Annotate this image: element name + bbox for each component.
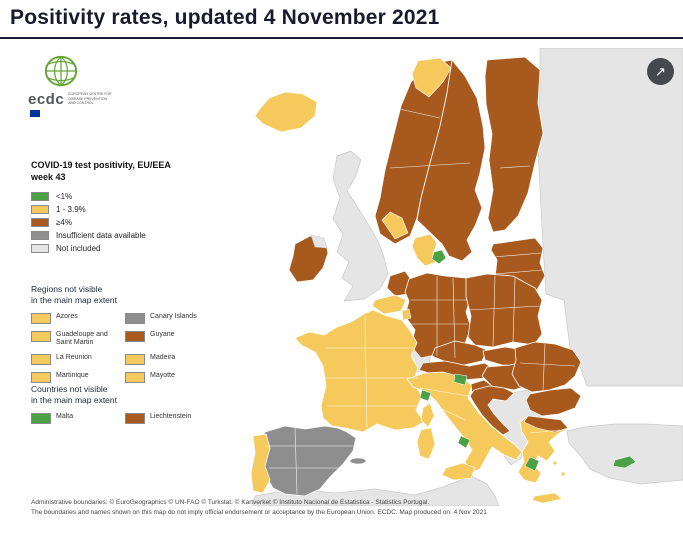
regions-section: Regions not visible in the main map exte…	[31, 284, 226, 384]
region-item-madeira: Madeira	[125, 354, 225, 366]
country-luxembourg	[401, 308, 412, 321]
country-sweden	[416, 59, 486, 262]
swatch-la-reunion	[31, 354, 51, 366]
country-denmark	[411, 233, 438, 267]
island-sardinia	[416, 427, 436, 460]
area-eastern-europe	[537, 48, 683, 387]
legend-item-mid: 1 - 3.9%	[31, 203, 201, 216]
legend-label-high: ≥4%	[56, 218, 72, 228]
legend-item-low: <1%	[31, 190, 201, 203]
country-cyprus	[612, 455, 637, 469]
region-italy-south	[457, 435, 471, 449]
swatch-liechtenstein	[125, 413, 145, 425]
country-spain	[258, 425, 357, 497]
island-aegean-2	[560, 471, 566, 477]
country-finland	[484, 56, 544, 233]
expand-map-button[interactable]: ↗	[647, 58, 674, 85]
region-italy-central	[419, 389, 432, 402]
ecdc-wordmark: ecdc	[28, 91, 65, 108]
area-northern-ireland	[310, 234, 328, 249]
attribution-line-1: Administrative boundaries: © EuroGeograp…	[31, 499, 430, 506]
swatch-guyane	[125, 331, 145, 343]
swatch-mayotte	[125, 372, 145, 384]
europe-map[interactable]	[225, 48, 683, 506]
country-item-malta: Malta	[31, 413, 123, 425]
swatch-martinique	[31, 372, 51, 384]
region-item-canary-islands: Canary Islands	[125, 313, 225, 325]
area-balearic-islands	[349, 457, 367, 465]
regions-section-title: Regions not visible in the main map exte…	[31, 284, 117, 306]
legend-swatch-insufficient	[31, 231, 49, 241]
legend-title: COVID-19 test positivity, EU/EEA week 43	[31, 160, 171, 182]
swatch-guadeloupe	[31, 331, 51, 343]
title-underline	[0, 37, 683, 39]
region-item-guyane: Guyane	[125, 331, 225, 347]
country-iceland	[254, 91, 318, 133]
countries-section: Countries not visible in the main map ex…	[31, 384, 226, 425]
ecdc-globe-icon	[44, 55, 78, 87]
country-portugal	[250, 433, 271, 494]
legend-item-not-included: Not included	[31, 242, 201, 255]
island-crete	[531, 492, 563, 504]
region-italy-northeast	[453, 373, 468, 386]
ecdc-logo-subtext: European Centre for Disease Prevention a…	[68, 92, 112, 106]
map-legend: COVID-19 test positivity, EU/EEA week 43…	[31, 160, 201, 255]
country-united-kingdom	[332, 150, 389, 302]
country-belgium	[371, 294, 407, 315]
legend-item-high: ≥4%	[31, 216, 201, 229]
ecdc-logo: ecdc European Centre for Disease Prevent…	[28, 54, 124, 117]
country-romania	[511, 341, 582, 393]
map-attribution: Administrative boundaries: © EuroGeograp…	[31, 498, 651, 518]
region-norway-south	[381, 211, 409, 240]
region-greece-north	[523, 415, 569, 433]
region-item-martinique: Martinique	[31, 372, 123, 384]
legend-swatch-low	[31, 192, 49, 202]
legend-label-low: <1%	[56, 192, 73, 202]
country-france	[294, 309, 425, 433]
eu-flag-icon	[30, 110, 40, 117]
swatch-madeira	[125, 354, 145, 366]
island-aegean-1	[552, 460, 558, 466]
legend-label-insufficient: Insufficient data available	[56, 231, 146, 241]
region-item-mayotte: Mayotte	[125, 372, 225, 384]
swatch-azores	[31, 313, 51, 325]
island-sicily	[441, 462, 476, 481]
area-turkey	[566, 423, 683, 485]
country-bulgaria	[525, 387, 582, 417]
region-item-la-reunion: La Reunion	[31, 354, 123, 366]
country-croatia	[469, 385, 515, 436]
legend-swatch-mid	[31, 205, 49, 215]
countries-section-title: Countries not visible in the main map ex…	[31, 384, 117, 406]
region-denmark-zealand	[431, 249, 447, 265]
swatch-canary-islands	[125, 313, 145, 325]
country-item-liechtenstein: Liechtenstein	[125, 413, 225, 425]
legend-swatch-not-included	[31, 244, 49, 254]
legend-swatch-high	[31, 218, 49, 228]
legend-label-mid: 1 - 3.9%	[56, 205, 86, 215]
country-czechia	[431, 340, 488, 366]
legend-label-not-included: Not included	[56, 244, 101, 254]
region-greece-south	[524, 456, 540, 472]
region-item-azores: Azores	[31, 313, 123, 325]
region-boundaries	[265, 107, 576, 495]
page-title: Positivity rates, updated 4 November 202…	[10, 6, 440, 29]
attribution-line-2: The boundaries and names shown on this m…	[31, 508, 487, 516]
legend-item-insufficient: Insufficient data available	[31, 229, 201, 242]
area-north-africa	[252, 475, 500, 506]
expand-arrow-icon: ↗	[655, 63, 666, 79]
region-item-guadeloupe: Guadeloupe and Saint Martin	[31, 331, 123, 347]
island-corsica	[420, 402, 435, 428]
region-norway-north	[411, 57, 452, 98]
map-panel: ecdc European Centre for Disease Prevent…	[0, 40, 683, 539]
swatch-malta	[31, 413, 51, 425]
